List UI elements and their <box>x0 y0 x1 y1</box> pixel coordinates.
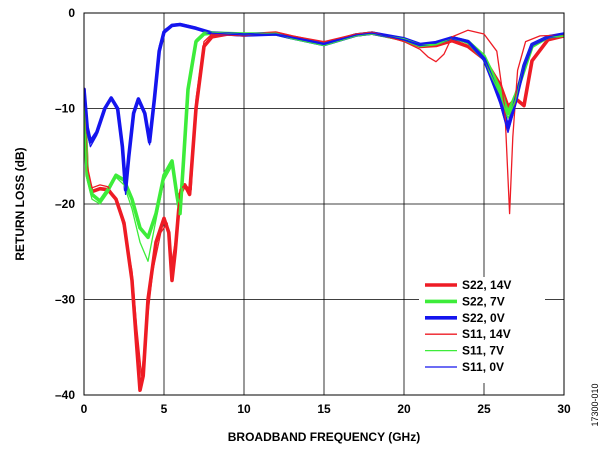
y-tick-label: –10 <box>55 102 75 116</box>
figure-id: 17300-010 <box>590 383 600 426</box>
legend-background <box>419 277 545 383</box>
grid <box>84 13 564 395</box>
y-tick-label: 0 <box>68 6 75 20</box>
plot-frame <box>83 12 565 396</box>
x-tick-label: 15 <box>317 402 331 416</box>
x-tick-label: 10 <box>237 402 251 416</box>
legend-label: S22, 7V <box>462 294 505 308</box>
y-axis-label: RETURN LOSS (dB) <box>13 147 27 260</box>
x-tick-label: 30 <box>557 402 571 416</box>
y-tick-label: –20 <box>55 197 75 211</box>
tick-labels: 0 5 10 15 20 25 30 0 –10 –20 –30 –40 <box>55 6 571 416</box>
series-layer <box>84 22 564 392</box>
series-line-s11-0v <box>84 22 564 196</box>
legend-label: S22, 0V <box>462 311 505 325</box>
y-tick-label: –40 <box>55 388 75 402</box>
x-axis-label: BROADBAND FREQUENCY (GHz) <box>228 430 420 444</box>
x-tick-label: 20 <box>397 402 411 416</box>
legend-label: S22, 14V <box>462 278 511 292</box>
x-tick-label: 0 <box>81 402 88 416</box>
legend-label: S11, 7V <box>462 344 504 358</box>
x-tick-label: 25 <box>477 402 491 416</box>
y-tick-label: –30 <box>55 293 75 307</box>
x-tick-label: 5 <box>161 402 168 416</box>
legend: S22, 14V S22, 7V S22, 0V S11, 14V S11, 7V S11… <box>419 277 545 383</box>
series-line-s11-7v <box>84 31 564 262</box>
legend-label: S11, 14V <box>462 327 511 341</box>
series-line-s11-14v <box>84 29 564 377</box>
legend-label: S11, 0V <box>462 360 504 374</box>
